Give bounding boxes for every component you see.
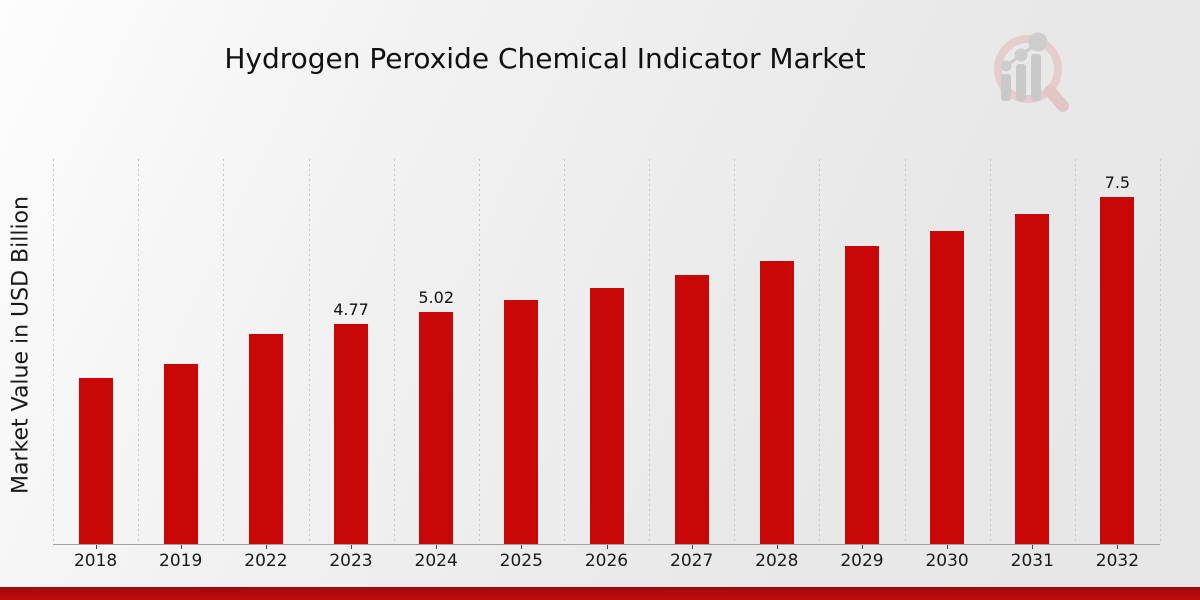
gridline: [649, 159, 651, 544]
x-tick-label-2032: 2032: [1095, 551, 1140, 571]
x-axis-tick: [947, 545, 949, 549]
brand-logo-icon: [994, 32, 1069, 112]
x-axis-tick: [265, 545, 267, 549]
x-axis-tick: [862, 545, 863, 549]
bar-value-label-2024: 5.02: [418, 288, 454, 308]
bar-2022: [247, 332, 284, 544]
x-axis-tick: [606, 545, 608, 549]
bar-value-label-2023: 4.77: [333, 299, 369, 319]
gridline: [734, 159, 736, 544]
x-tick-label-2030: 2030: [925, 551, 969, 571]
logo-bar-small: [1001, 74, 1011, 101]
logo-dot-large: [1028, 32, 1048, 52]
x-tick-label-2018: 2018: [73, 551, 118, 571]
gridline: [819, 159, 821, 544]
x-tick-label-2029: 2029: [840, 551, 884, 571]
gridline: [1160, 159, 1161, 544]
plot-area: 4.77 5.02 7.5: [53, 159, 1161, 545]
gridline: [989, 159, 991, 544]
logo-bar-large: [1031, 54, 1041, 101]
bar-2025: [503, 299, 540, 544]
bar-2028: [758, 259, 795, 544]
gridline: [904, 159, 906, 544]
bar-2018: [77, 376, 114, 544]
x-tick-label-2031: 2031: [1010, 551, 1054, 571]
bar-2026: [588, 286, 625, 544]
x-axis-tick: [1117, 545, 1119, 549]
x-tick-label-2022: 2022: [244, 551, 288, 571]
bar-2019: [162, 363, 199, 544]
x-tick-label-2023: 2023: [329, 551, 373, 571]
x-tick-label-2027: 2027: [670, 551, 714, 571]
footer-accent-bar: [0, 587, 1200, 600]
bar-2023: [333, 322, 369, 544]
x-tick-label-2025: 2025: [499, 551, 543, 571]
x-axis-tick: [691, 545, 693, 549]
gridline: [53, 159, 54, 544]
magnifier-handle-icon: [1044, 85, 1069, 112]
y-axis-label: Market Value in USD Billion: [8, 195, 34, 495]
gridline: [1074, 159, 1076, 544]
x-axis-tick: [776, 545, 778, 549]
x-tick-label-2019: 2019: [159, 551, 203, 571]
bar-2029: [844, 244, 880, 544]
chart-title: Hydrogen Peroxide Chemical Indicator Mar…: [224, 42, 866, 75]
x-axis: 2018 2019 2022 2023 2024 2025 2026 2027 2028 2029…: [53, 545, 1160, 575]
x-axis-tick: [1032, 545, 1034, 549]
bar-2024: [418, 311, 455, 544]
x-axis-tick: [351, 545, 352, 549]
x-axis-tick: [180, 545, 182, 549]
bar-2030: [929, 229, 966, 544]
gridline: [393, 159, 395, 544]
bar-2032: [1099, 196, 1136, 544]
gridline: [478, 159, 480, 544]
bar-2031: [1014, 213, 1051, 544]
gridline: [308, 159, 310, 544]
magnifier-ring-icon: [994, 35, 1062, 103]
bar-2027: [673, 273, 710, 544]
x-axis-tick: [95, 545, 97, 549]
x-axis-tick: [436, 545, 438, 549]
logo-dot-small: [1000, 60, 1012, 72]
x-tick-label-2026: 2026: [584, 551, 629, 571]
x-tick-label-2024: 2024: [414, 551, 458, 571]
x-tick-label-2028: 2028: [755, 551, 799, 571]
gridline: [563, 159, 565, 544]
x-axis-tick: [521, 545, 523, 549]
gridline: [138, 159, 140, 544]
logo-dot-medium: [1014, 48, 1028, 62]
logo-bar-medium: [1016, 64, 1026, 101]
bar-value-label-2032: 7.5: [1104, 173, 1131, 193]
gridline: [223, 159, 225, 544]
